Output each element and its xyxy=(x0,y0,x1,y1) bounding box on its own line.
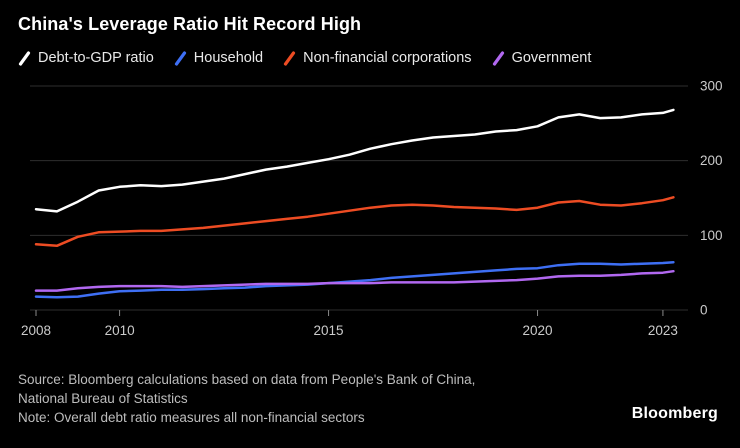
legend-item-household[interactable]: Household xyxy=(174,50,263,66)
legend-label: Government xyxy=(511,50,592,66)
legend: Debt-to-GDP ratio Household Non-financial … xyxy=(0,48,740,68)
chart-area: 0 100 200 300 2008 2010 2015 2020 2023 xyxy=(0,70,740,361)
legend-item-non-financial-corporations[interactable]: Non-financial corporations xyxy=(283,50,472,66)
series-line-government xyxy=(34,269,675,292)
x-tick-label-2023: 2023 xyxy=(648,323,678,338)
chart-title: China's Leverage Ratio Hit Record High xyxy=(18,14,362,34)
chart-svg: 0 100 200 300 2008 2010 2015 2020 2023 xyxy=(21,79,723,339)
source-text-line2: National Bureau of Statistics xyxy=(18,390,188,406)
source-text-line1: Source: Bloomberg calculations based on … xyxy=(18,372,476,387)
legend-item-government[interactable]: Government xyxy=(492,50,592,66)
x-tick-label-2015: 2015 xyxy=(314,323,344,338)
series-line-household xyxy=(34,260,675,299)
y-tick-label-200: 200 xyxy=(700,153,723,168)
x-tick-label-2008: 2008 xyxy=(21,323,51,338)
series-line-non-financial-corporations xyxy=(34,196,675,248)
legend-label: Non-financial corporations xyxy=(303,50,472,66)
y-tick-label-0: 0 xyxy=(700,303,708,318)
x-tick-label-2010: 2010 xyxy=(105,323,135,338)
legend-marker-icon xyxy=(492,50,504,66)
legend-marker-icon xyxy=(284,50,296,66)
legend-label: Debt-to-GDP ratio xyxy=(38,50,154,66)
series-line-debt-to-gdp-ratio xyxy=(34,108,675,213)
y-tick-label-100: 100 xyxy=(700,228,723,243)
x-tick-label-2020: 2020 xyxy=(523,323,553,338)
legend-item-debt-to-gdp-ratio[interactable]: Debt-to-GDP ratio xyxy=(18,50,154,66)
legend-label: Household xyxy=(193,50,264,66)
legend-marker-icon xyxy=(174,50,186,66)
bloomberg-logo: Bloomberg xyxy=(631,405,718,423)
y-tick-label-300: 300 xyxy=(700,79,723,94)
note-text: Note: Overall debt ratio measures all no… xyxy=(18,409,365,425)
legend-marker-icon xyxy=(18,50,31,66)
chart-footer: Source: Bloomberg calculations based on … xyxy=(0,371,740,428)
